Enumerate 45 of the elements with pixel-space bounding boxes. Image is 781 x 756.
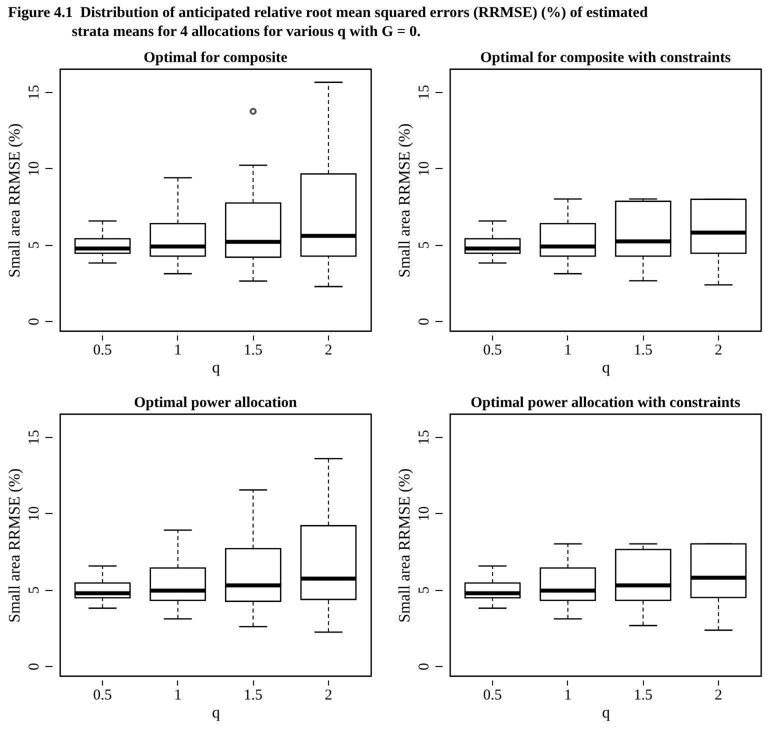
chart-title: Optimal for composite bbox=[144, 50, 288, 66]
x-tick-label: 1.5 bbox=[244, 688, 263, 704]
x-axis-title: q bbox=[602, 704, 610, 722]
x-tick-label: 2 bbox=[714, 688, 722, 704]
y-tick-label: 0 bbox=[26, 662, 42, 670]
x-tick-label: 0.5 bbox=[93, 342, 112, 358]
y-tick-label: 0 bbox=[26, 318, 42, 326]
y-tick-label: 15 bbox=[26, 430, 42, 445]
x-tick-label: 0.5 bbox=[93, 688, 112, 704]
x-tick-label: 1.5 bbox=[634, 342, 653, 358]
y-tick-label: 10 bbox=[26, 506, 42, 522]
y-axis-title: Small area RRMSE (%) bbox=[6, 468, 24, 623]
y-tick-label: 0 bbox=[416, 318, 432, 326]
x-axis-title: q bbox=[212, 360, 220, 376]
y-tick-label: 0 bbox=[416, 662, 432, 670]
y-tick-label: 5 bbox=[416, 241, 432, 249]
x-axis-title: q bbox=[212, 704, 220, 722]
y-tick-label: 5 bbox=[416, 586, 432, 594]
y-tick-label: 5 bbox=[26, 241, 42, 249]
y-tick-label: 10 bbox=[26, 161, 42, 176]
x-tick-label: 2 bbox=[324, 688, 332, 704]
caption: Figure 4.1 Distribution of anticipated relative root mean squared errors (RRMSE) (%) of estimated strata means for 4 allocations for various q with G = 0. bbox=[8, 4, 649, 42]
x-tick-label: 1.5 bbox=[634, 688, 653, 704]
x-tick-label: 0.5 bbox=[483, 342, 502, 358]
x-tick-label: 1 bbox=[174, 342, 182, 358]
y-tick-label: 15 bbox=[416, 84, 432, 100]
y-tick-label: 10 bbox=[416, 161, 432, 176]
chart-title: Optimal power allocation bbox=[134, 395, 298, 411]
x-tick-label: 1 bbox=[564, 688, 572, 704]
x-tick-label: 1.5 bbox=[244, 342, 263, 358]
y-axis-title: Small area RRMSE (%) bbox=[396, 468, 414, 623]
y-axis-title: Small area RRMSE (%) bbox=[396, 123, 414, 278]
x-tick-label: 0.5 bbox=[483, 688, 502, 704]
y-tick-label: 15 bbox=[26, 84, 42, 100]
y-tick-label: 10 bbox=[416, 506, 432, 522]
x-tick-label: 1 bbox=[564, 342, 572, 358]
y-tick-label: 15 bbox=[416, 430, 432, 445]
y-tick-label: 5 bbox=[26, 586, 42, 594]
chart-title: Optimal power allocation with constraints bbox=[470, 395, 741, 411]
x-tick-label: 1 bbox=[174, 688, 182, 704]
chart-title: Optimal for composite with constraints bbox=[480, 50, 731, 66]
x-axis-title: q bbox=[602, 360, 610, 376]
x-tick-label: 2 bbox=[714, 342, 722, 358]
y-axis-title: Small area RRMSE (%) bbox=[6, 123, 24, 278]
x-tick-label: 2 bbox=[324, 342, 332, 358]
